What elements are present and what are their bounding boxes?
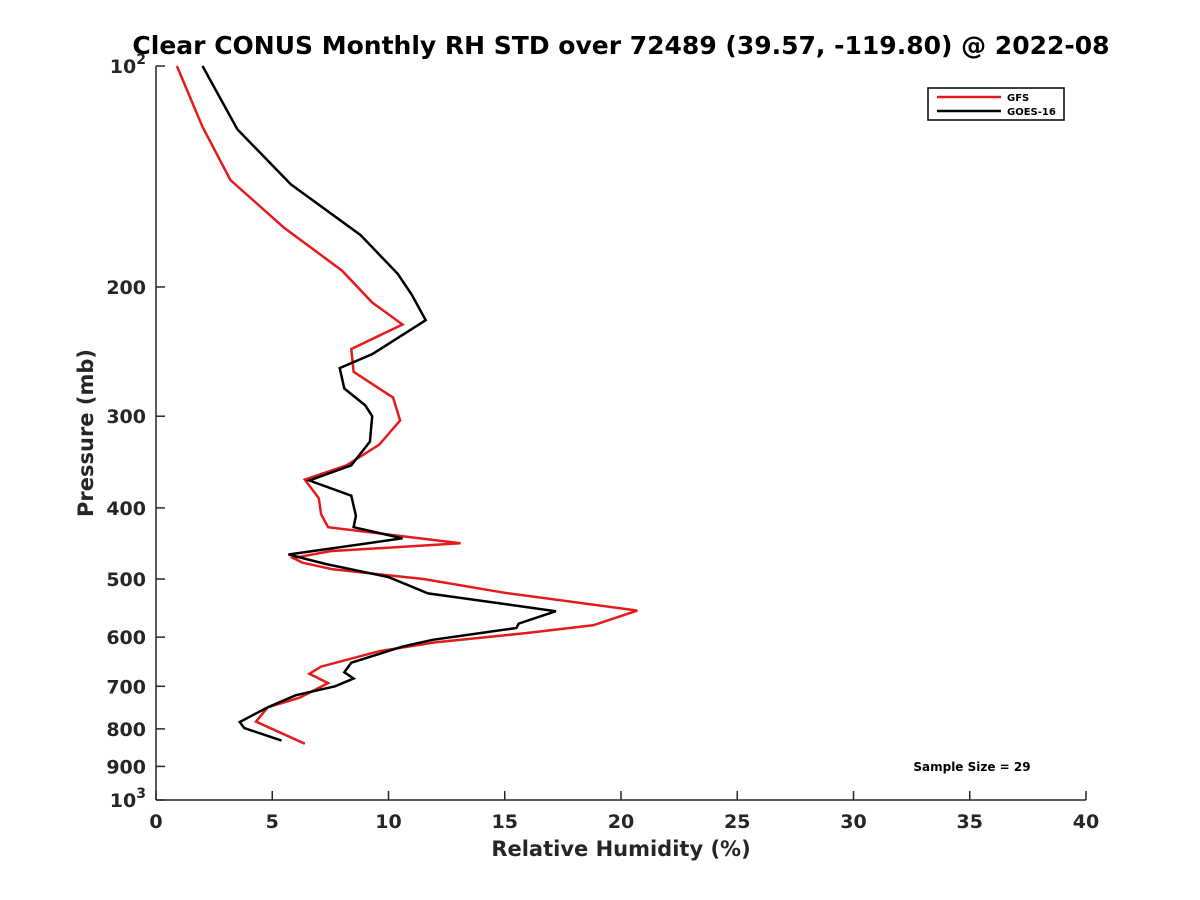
y-tick-label: 103 bbox=[110, 786, 146, 812]
x-tick-label: 0 bbox=[149, 811, 162, 833]
y-tick-label-exponent: 3 bbox=[136, 786, 146, 802]
y-tick-label: 102 bbox=[110, 52, 146, 78]
y-tick-label: 500 bbox=[106, 569, 146, 591]
x-tick-label: 40 bbox=[1073, 811, 1099, 833]
legend-label-gfs: GFS bbox=[1007, 93, 1029, 104]
plot-area bbox=[156, 66, 1086, 800]
y-tick-label: 600 bbox=[106, 627, 146, 649]
y-tick-label: 300 bbox=[106, 406, 146, 428]
x-axis-ticks: 0 5 10 15 20 25 30 35 40 bbox=[149, 791, 1099, 833]
series-line-goes-16 bbox=[201, 65, 557, 742]
legend: GFS GOES-16 bbox=[927, 87, 1065, 121]
y-axis-label: Pressure (mb) bbox=[74, 349, 98, 517]
y-tick-label-base: 400 bbox=[106, 498, 146, 520]
x-tick-label: 35 bbox=[957, 811, 983, 833]
y-tick-label-base: 800 bbox=[106, 719, 146, 741]
chart-title: Clear CONUS Monthly RH STD over 72489 (3… bbox=[132, 31, 1109, 60]
y-tick-label-exponent: 2 bbox=[136, 52, 146, 68]
x-tick-label: 20 bbox=[608, 811, 634, 833]
y-tick-label-base: 700 bbox=[106, 676, 146, 698]
x-tick-label: 15 bbox=[492, 811, 518, 833]
y-tick-label: 900 bbox=[106, 756, 146, 778]
x-tick-label: 5 bbox=[266, 811, 279, 833]
series-line-gfs bbox=[175, 65, 638, 745]
x-tick-label: 10 bbox=[375, 811, 401, 833]
y-tick-label-base: 900 bbox=[106, 756, 146, 778]
y-tick-label-base: 600 bbox=[106, 627, 146, 649]
y-tick-label-base: 300 bbox=[106, 406, 146, 428]
y-tick-label: 700 bbox=[106, 676, 146, 698]
y-tick-label: 200 bbox=[106, 277, 146, 299]
legend-label-goes16: GOES-16 bbox=[1007, 107, 1056, 118]
y-tick-label-base: 10 bbox=[110, 56, 136, 78]
y-tick-label-base: 500 bbox=[106, 569, 146, 591]
y-tick-label-base: 200 bbox=[106, 277, 146, 299]
series-layer bbox=[175, 65, 638, 745]
y-tick-label-base: 10 bbox=[110, 790, 136, 812]
sample-size-annotation: Sample Size = 29 bbox=[913, 760, 1030, 774]
x-tick-label: 25 bbox=[724, 811, 750, 833]
x-axis-label: Relative Humidity (%) bbox=[491, 837, 750, 861]
y-tick-label: 800 bbox=[106, 719, 146, 741]
x-tick-label: 30 bbox=[840, 811, 866, 833]
y-tick-label: 400 bbox=[106, 498, 146, 520]
legend-box bbox=[927, 87, 1065, 121]
